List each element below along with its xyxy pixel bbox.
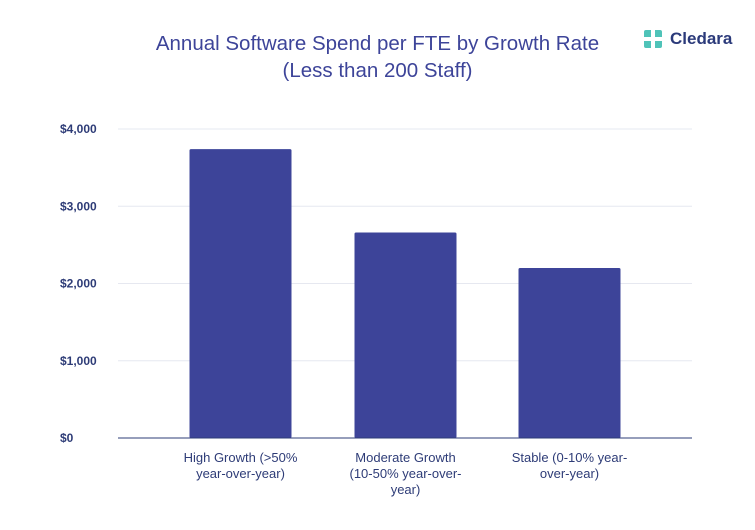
x-tick-label: Moderate Growth [355,450,455,465]
y-axis-ticks: $0 $1,000 $2,000 $3,000 $4,000 [60,122,97,445]
x-tick-label: year-over-year) [196,466,285,481]
brand-logo: Cledara [642,28,732,50]
y-tick-label: $1,000 [60,354,97,368]
bar [189,149,292,438]
y-tick-label: $0 [60,431,74,445]
y-tick-label: $3,000 [60,199,97,213]
bars [189,149,621,438]
chart-title: Annual Software Spend per FTE by Growth … [0,30,755,84]
x-axis-labels: High Growth (>50%year-over-year) Moderate… [184,450,628,497]
cledara-logo-icon [644,30,662,48]
y-tick-label: $4,000 [60,122,97,136]
chart-title-line-1: Annual Software Spend per FTE by Growth … [155,32,600,55]
x-tick-label: High Growth (>50% [184,450,298,465]
x-tick-label: over-year) [540,466,599,481]
x-tick-label: year) [391,482,421,497]
bar [354,232,457,438]
y-tick-label: $2,000 [60,277,97,291]
bar [518,268,621,438]
chart-title-line-2: (Less than 200 Staff) [282,59,473,82]
brand-name: Cledara [670,29,733,48]
x-tick-label: (10-50% year-over- [350,466,462,481]
x-tick-label: Stable (0-10% year- [512,450,628,465]
